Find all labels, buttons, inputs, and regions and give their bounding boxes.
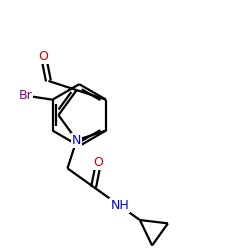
Text: Br: Br xyxy=(18,90,32,102)
Text: O: O xyxy=(38,50,48,63)
Text: NH: NH xyxy=(110,199,129,212)
Text: N: N xyxy=(72,134,81,146)
Text: O: O xyxy=(94,156,104,169)
